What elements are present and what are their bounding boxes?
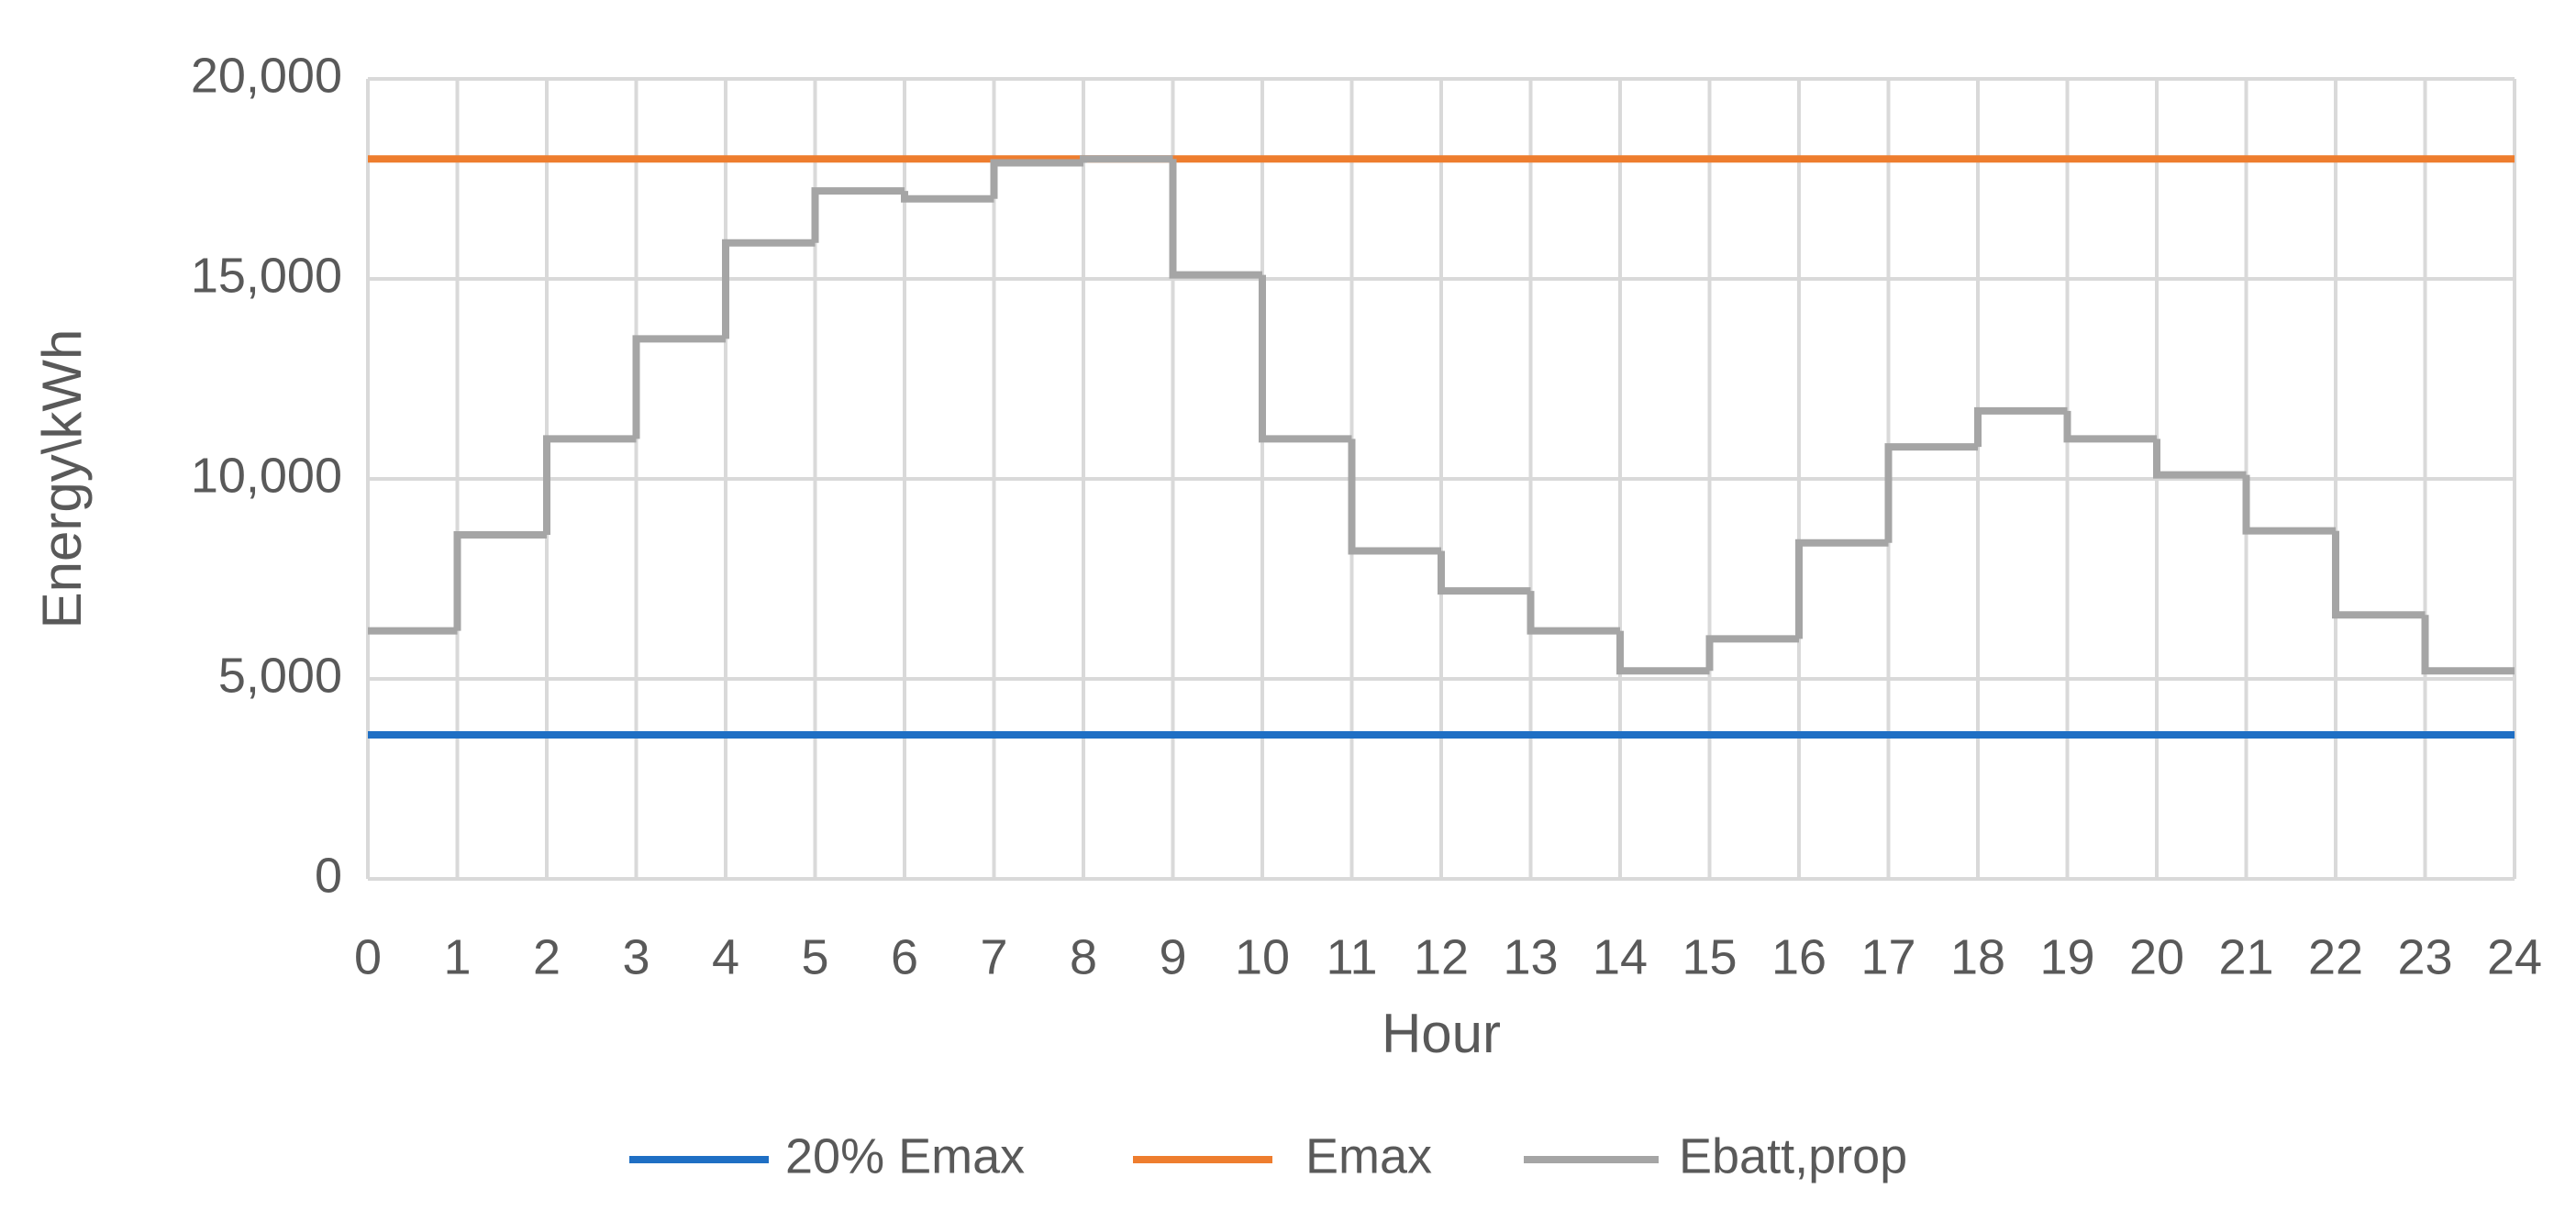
x-tick-label: 5 <box>801 929 828 984</box>
x-tick-label: 23 <box>2397 929 2452 984</box>
step-segment <box>1527 591 1620 635</box>
x-tick-label: 22 <box>2308 929 2363 984</box>
x-tick-label: 16 <box>1771 929 1827 984</box>
step-segment <box>543 435 637 536</box>
legend-label: 20% Emax <box>785 1128 1025 1183</box>
x-tick-label: 24 <box>2487 929 2542 984</box>
x-tick-label: 15 <box>1682 929 1737 984</box>
legend-label: Emax <box>1305 1128 1432 1183</box>
y-tick-label: 0 <box>315 848 342 903</box>
step-segment <box>901 191 994 203</box>
step-segment <box>1259 274 1352 443</box>
x-tick-label: 13 <box>1503 929 1558 984</box>
y-tick-label: 20,000 <box>191 48 342 103</box>
step-segment <box>1884 443 1978 543</box>
x-tick-label: 20 <box>2129 929 2184 984</box>
y-tick-label: 10,000 <box>191 448 342 503</box>
x-tick-label: 9 <box>1159 929 1186 984</box>
x-tick-label: 19 <box>2039 929 2094 984</box>
x-tick-label: 14 <box>1593 929 1648 984</box>
step-segment <box>990 159 1083 199</box>
step-segment <box>1348 439 1441 555</box>
step-segment <box>2063 410 2157 443</box>
step-segment <box>1080 155 1173 163</box>
y-axis-title: Energy\kWh <box>31 329 93 629</box>
x-tick-label: 2 <box>533 929 561 984</box>
x-tick-label: 8 <box>1070 929 1097 984</box>
step-segment <box>1438 550 1531 595</box>
x-tick-label: 7 <box>980 929 1007 984</box>
step-segment <box>1616 630 1710 675</box>
step-segment <box>1795 539 1889 639</box>
step-segment <box>1169 159 1262 279</box>
step-segment <box>1974 406 2068 448</box>
x-tick-label: 4 <box>712 929 739 984</box>
x-tick-label: 12 <box>1414 929 1469 984</box>
x-axis-title: Hour <box>1382 1003 1501 1064</box>
step-segment <box>2421 615 2515 675</box>
x-tick-label: 6 <box>891 929 918 984</box>
legend-label: Ebatt,prop <box>1679 1128 1907 1183</box>
x-tick-label: 3 <box>622 929 650 984</box>
step-segment <box>2332 530 2426 619</box>
step-segment <box>2153 439 2247 479</box>
series-line <box>368 155 2515 675</box>
step-segment <box>1705 635 1799 672</box>
step-segment <box>453 531 547 631</box>
x-tick-label: 18 <box>1950 929 2005 984</box>
x-tick-label: 11 <box>1326 929 1377 984</box>
y-tick-label: 15,000 <box>191 248 342 303</box>
y-tick-label: 5,000 <box>218 648 342 703</box>
x-tick-label: 1 <box>443 929 471 984</box>
step-segment <box>811 187 905 243</box>
x-tick-label: 17 <box>1860 929 1915 984</box>
step-segment <box>632 335 726 439</box>
step-segment <box>2242 474 2336 535</box>
step-segment <box>722 239 816 339</box>
x-tick-label: 0 <box>354 929 382 984</box>
x-tick-label: 21 <box>2218 929 2273 984</box>
x-tick-label: 10 <box>1235 929 1290 984</box>
